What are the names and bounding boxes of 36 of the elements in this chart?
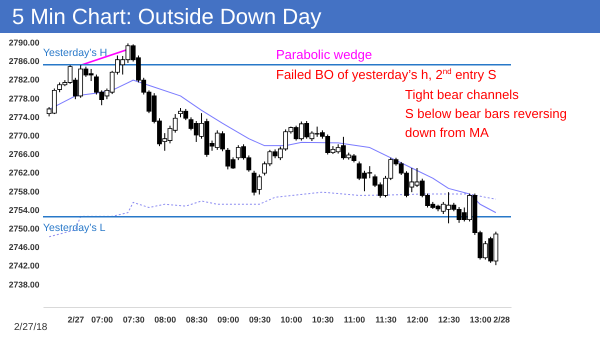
x-tick-label: 07:00 [91, 314, 114, 324]
x-tick-label: 10:00 [280, 314, 303, 324]
y-tick-label: 2782.00 [8, 74, 40, 85]
y-tick-label: 2742.00 [8, 260, 40, 271]
y-tick-label: 2750.00 [8, 223, 40, 234]
x-tick-label: 08:00 [154, 314, 176, 324]
text: 2/27/18 [14, 321, 48, 335]
y-tick-label: 2774.00 [8, 112, 40, 122]
y-tick-label: 2778.00 [8, 93, 40, 104]
x-tick-label: 09:00 [217, 314, 240, 324]
annotation: Failed BO of yesterday’s h, 2$^{nd}$ entry S [276, 66, 496, 84]
chart-title: 5 Min Chart: Outside Down Day [0, 0, 600, 33]
y-tick-label: 2762.00 [8, 168, 40, 178]
y-tick-label: 2738.00 [8, 279, 40, 290]
x-tick-label: 09:30 [248, 314, 271, 324]
y-tick-label: 2790.00 [8, 38, 40, 48]
y-tick-label: 2766.00 [8, 149, 40, 160]
x-tick-label: 11:00 [344, 314, 366, 324]
x-tick-label: 08:30 [186, 314, 208, 324]
y-tick-label: 2746.00 [8, 242, 40, 252]
y-tick-label: 2754.00 [8, 204, 40, 215]
ref-line-label: Yesterday’s L [43, 222, 106, 234]
x-tick-label: 2/27 [68, 314, 84, 324]
x-tick-label: 12:00 [406, 314, 429, 324]
x-tick-label: 2/28 [493, 314, 510, 324]
annotation: Tight bear channels S below bear bars reversing down from MA [405, 86, 567, 142]
x-tick-label: 11:30 [375, 314, 397, 324]
x-tick-label: 13:00 [470, 314, 492, 324]
y-tick-label: 2786.00 [8, 56, 40, 66]
x-tick-label: 12:30 [438, 314, 460, 324]
ref-line-label: Yesterday’s H [43, 46, 108, 59]
annotation: Parabolic wedge [276, 46, 372, 64]
y-tick-label: 2758.00 [8, 186, 40, 196]
x-tick-label: 07:30 [122, 314, 145, 324]
x-tick-label: 10:30 [312, 314, 334, 324]
y-tick-label: 2770.00 [8, 130, 40, 140]
